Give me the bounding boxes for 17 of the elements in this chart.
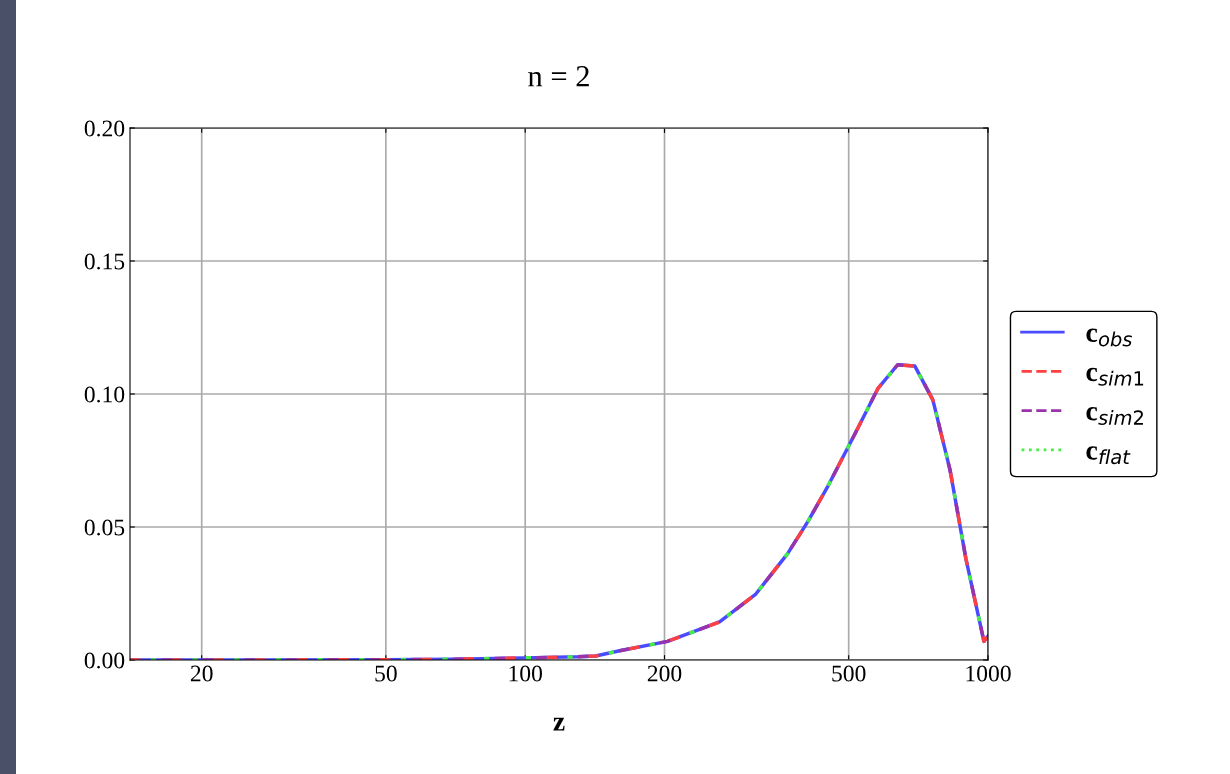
x-tick-label: 50 [375,665,397,682]
x-axis-title: z [553,717,565,731]
x-tick-label: 500 [832,665,866,682]
y-tick-label: 0.20 [84,120,125,137]
legend-label: c$_{obs}$ [1086,328,1133,347]
y-tick-label: 0.00 [84,652,125,669]
y-tick-label: 0.15 [84,253,125,270]
legend-label: c$_{sim2}$ [1086,407,1143,425]
y-tick-label: 0.10 [84,386,125,403]
x-tick-label: 100 [509,665,542,682]
x-tick-label: 1000 [966,665,1011,682]
x-tick-label: 20 [190,665,213,682]
x-tick-label: 200 [647,665,682,682]
y-tick-label: 0.05 [84,519,125,536]
legend-label: c$_{sim1}$ [1086,367,1144,386]
chart-title: n = 2 [528,66,589,87]
legend-label: c$_{flat}$ [1086,446,1131,465]
